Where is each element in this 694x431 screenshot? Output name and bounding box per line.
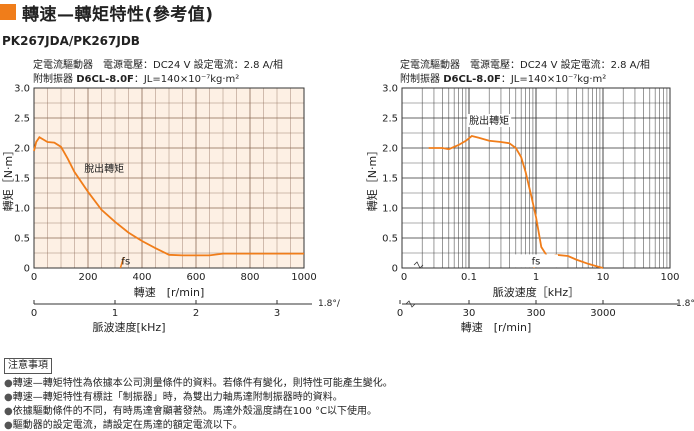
x-tick-label: 1000 bbox=[291, 272, 316, 283]
secondary-x-tick-label: 1 bbox=[112, 308, 118, 319]
y-tick-label: 2.0 bbox=[14, 144, 30, 155]
right-conditions-damper: D6CL-8.0F bbox=[443, 74, 501, 85]
axis-break-mark-secondary bbox=[405, 300, 416, 308]
bullet-icon: ● bbox=[4, 378, 13, 389]
x-tick-label: 800 bbox=[240, 272, 259, 283]
step-angle-label: 1.8°/step bbox=[676, 299, 694, 309]
note-text-1: 轉速—轉矩特性為依據本公司測量條件的資料。若條件有變化，則特性可能產生變化。 bbox=[12, 378, 393, 389]
torque-chart-linear: 0 0.5 1.0 1.5 2.0 2.5 3.0 0 200 400 600 800 1000 轉速 [… bbox=[2, 84, 340, 335]
secondary-x-axis-label: 轉速 [r/min] bbox=[461, 321, 532, 334]
secondary-x-tick-label: 3 bbox=[274, 308, 280, 319]
axis-break-mark bbox=[413, 261, 424, 269]
y-axis-label: 轉矩［N·m］ bbox=[2, 145, 15, 211]
right-conditions-suffix: ：JL=140×10⁻⁷kg·m² bbox=[500, 74, 607, 85]
left-conditions-damper: D6CL-8.0F bbox=[76, 74, 134, 85]
x-tick-label: 200 bbox=[78, 272, 97, 283]
step-angle-label: 1.8°/step bbox=[318, 299, 340, 309]
y-tick-label: 0.5 bbox=[14, 234, 30, 245]
plot-frame bbox=[33, 87, 305, 269]
y-tick-label: 0 bbox=[392, 264, 398, 275]
secondary-x-tick-label: 3000 bbox=[590, 308, 615, 319]
x-axis-label: 脈波速度［kHz］ bbox=[493, 285, 579, 299]
note-text-3: 依據驅動條件的不同，有時馬達會顯著發熱。馬達外殼溫度請在100 °C以下使用。 bbox=[12, 406, 377, 417]
annotation-background bbox=[467, 114, 512, 127]
x-tick-label: 100 bbox=[660, 272, 679, 283]
note-item-2: ●轉速—轉矩特性有標註「制振器」時，為雙出力軸馬達附制振器時的資料。 bbox=[4, 388, 343, 403]
series-line-pullout-torque bbox=[428, 135, 604, 269]
secondary-x-tick-label: 2 bbox=[193, 308, 199, 319]
y-tick-label: 1.5 bbox=[382, 174, 398, 185]
left-conditions-suffix: ：JL=140×10⁻⁷kg·m² bbox=[133, 74, 240, 85]
annotation-background bbox=[514, 254, 558, 268]
y-axis-label: 轉矩［N·m］ bbox=[366, 145, 379, 211]
annotation-label: fs bbox=[532, 256, 541, 267]
model-name: PK267JDA/PK267JDB bbox=[2, 34, 140, 48]
notes-heading: 注意事項 bbox=[4, 358, 52, 374]
y-tick-label: 3.0 bbox=[14, 84, 30, 95]
y-tick-label: 2.0 bbox=[382, 144, 398, 155]
x-tick-label: 400 bbox=[132, 272, 151, 283]
note-text-2: 轉速—轉矩特性有標註「制振器」時，為雙出力軸馬達附制振器時的資料。 bbox=[12, 392, 343, 403]
bullet-icon: ● bbox=[4, 392, 13, 403]
left-conditions-prefix: 附制振器 bbox=[33, 74, 77, 85]
x-tick-label: 0.1 bbox=[461, 272, 477, 283]
y-tick-label: 0 bbox=[24, 264, 30, 275]
fs-marker-line bbox=[119, 256, 125, 269]
secondary-x-tick-label: 0 bbox=[397, 308, 403, 319]
right-conditions-line1: 定電流驅動器 電源電壓：DC24 V 設定電流：2.8 A/相 bbox=[400, 60, 650, 71]
secondary-x-axis-label: 脈波速度[kHz] bbox=[93, 320, 166, 334]
x-tick-label: 600 bbox=[186, 272, 205, 283]
left-conditions-line1: 定電流驅動器 電源電壓：DC24 V 設定電流：2.8 A/相 bbox=[33, 60, 283, 71]
series-line-pullout-torque bbox=[33, 135, 304, 257]
torque-chart-log: 0 0.5 1.0 1.5 2.0 2.5 3.0 0 0.1 1 10 100 脈波速度［kHz］ 0 3… bbox=[366, 84, 694, 335]
annotation-label: 脫出轉矩 bbox=[84, 162, 124, 175]
secondary-x-tick-label: 0 bbox=[31, 308, 37, 319]
y-tick-label: 2.5 bbox=[382, 114, 398, 125]
note-item-3: ●依據驅動條件的不同，有時馬達會顯著發熱。馬達外殼溫度請在100 °C以下使用。 bbox=[4, 402, 377, 417]
x-tick-label: 0 bbox=[31, 272, 37, 283]
bullet-icon: ● bbox=[4, 406, 13, 417]
note-text-4: 驅動器的設定電流，請設定在馬達的額定電流以下。 bbox=[12, 420, 243, 431]
annotation-label: 脫出轉矩 bbox=[469, 114, 509, 127]
left-conditions-line2: 附制振器 D6CL-8.0F：JL=140×10⁻⁷kg·m² bbox=[33, 70, 239, 85]
right-conditions-line2: 附制振器 D6CL-8.0F：JL=140×10⁻⁷kg·m² bbox=[400, 70, 606, 85]
y-tick-label: 2.5 bbox=[14, 114, 30, 125]
x-axis-label: 轉速 [r/min] bbox=[134, 286, 205, 299]
title-accent-square bbox=[0, 4, 16, 20]
y-tick-label: 1.0 bbox=[382, 204, 398, 215]
secondary-x-tick-label: 300 bbox=[526, 308, 545, 319]
page-title: 轉速—轉矩特性(參考值) bbox=[22, 5, 214, 25]
y-tick-label: 0.5 bbox=[382, 234, 398, 245]
right-conditions-prefix: 附制振器 bbox=[400, 74, 444, 85]
note-item-4: ●驅動器的設定電流，請設定在馬達的額定電流以下。 bbox=[4, 416, 243, 431]
note-item-1: ●轉速—轉矩特性為依據本公司測量條件的資料。若條件有變化，則特性可能產生變化。 bbox=[4, 374, 393, 389]
bullet-icon: ● bbox=[4, 420, 13, 431]
x-tick-label: 0 bbox=[401, 272, 407, 283]
x-tick-label: 1 bbox=[533, 272, 539, 283]
y-tick-label: 1.5 bbox=[14, 174, 30, 185]
x-tick-label: 10 bbox=[597, 272, 610, 283]
secondary-x-tick-label: 30 bbox=[463, 308, 476, 319]
plot-frame bbox=[401, 87, 671, 269]
y-tick-label: 1.0 bbox=[14, 204, 30, 215]
y-tick-label: 3.0 bbox=[382, 84, 398, 95]
annotation-label: fs bbox=[121, 256, 130, 267]
